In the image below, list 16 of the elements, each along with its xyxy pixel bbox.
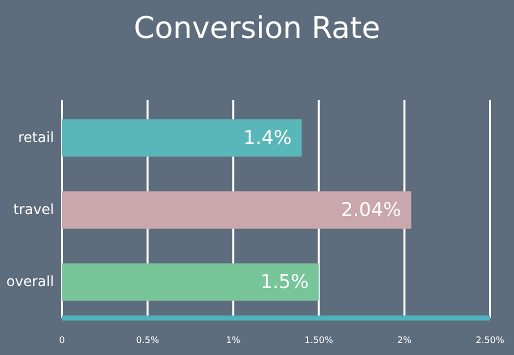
x-tick-label: 0 [59, 336, 66, 346]
chart-title: Conversion Rate [134, 11, 380, 46]
x-tick-label: 2.50% [476, 336, 505, 346]
data-label: 2.04% [340, 199, 402, 221]
y-tick-label: retail [18, 130, 54, 146]
y-tick-label: overall [6, 274, 54, 290]
y-tick-label: travel [13, 202, 54, 218]
data-label: 1.4% [243, 126, 292, 149]
bar [62, 263, 319, 301]
bar [62, 191, 412, 229]
x-tick-label: 2% [397, 336, 412, 346]
data-label: 1.5% [260, 271, 309, 294]
x-tick-label: 1% [226, 336, 241, 346]
bar [62, 119, 302, 157]
x-tick-label: 0.5% [136, 336, 160, 346]
x-tick-label: 1.50% [304, 336, 334, 346]
